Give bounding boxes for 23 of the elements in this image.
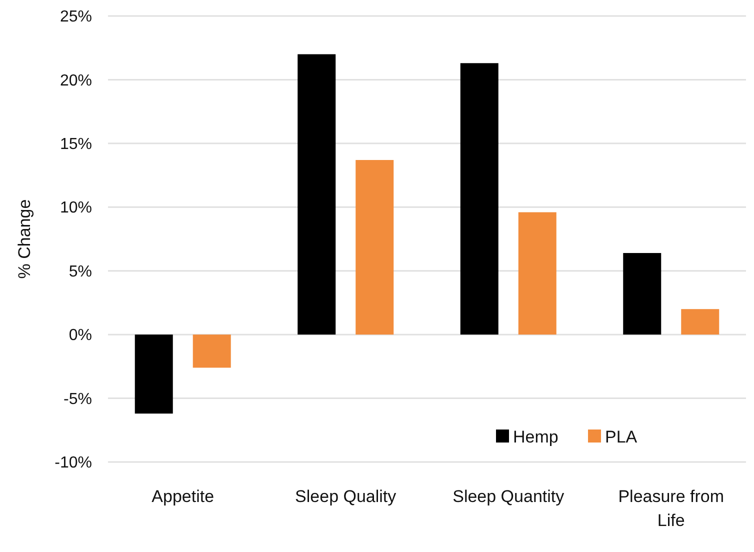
bar: [460, 63, 498, 335]
bar: [298, 54, 336, 335]
bar: [518, 212, 556, 335]
bar: [681, 309, 720, 335]
y-tick-label: 20%: [60, 72, 92, 90]
y-tick-label: 25%: [60, 8, 92, 26]
y-tick-label: 15%: [60, 136, 92, 154]
y-tick-label: -5%: [64, 390, 92, 408]
bar: [192, 334, 231, 368]
x-tick-label: Sleep Quantity: [452, 487, 565, 506]
x-tick-label: Appetite: [152, 487, 214, 506]
x-tick-label: Pleasure from Life: [618, 487, 724, 530]
y-tick-label: 0%: [68, 327, 92, 344]
bar: [356, 160, 394, 335]
bar: [623, 253, 662, 335]
y-tick-label: -10%: [54, 454, 92, 472]
x-tick-label: Sleep Quality: [295, 487, 397, 506]
y-tick-label: 5%: [68, 263, 92, 280]
legend-label: PLA: [605, 427, 638, 446]
y-tick-label: 10%: [60, 200, 92, 217]
y-axis-title: % Change: [15, 199, 34, 279]
legend-label: Hemp: [513, 427, 558, 446]
bar: [134, 334, 173, 414]
